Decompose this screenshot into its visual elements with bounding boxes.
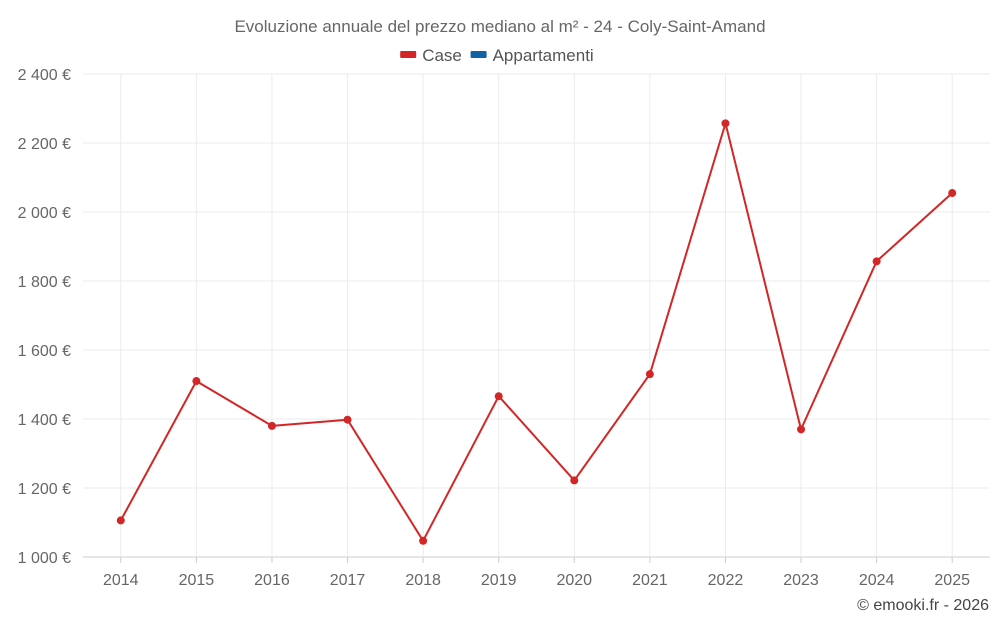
x-tick-label: 2014 [103,572,139,589]
y-tick-label: 1 400 € [18,412,71,429]
data-point[interactable] [267,421,276,430]
y-tick-label: 1 000 € [18,550,71,567]
x-tick-label: 2020 [556,572,592,589]
x-tick-label: 2021 [632,572,668,589]
x-tick-label: 2016 [254,572,290,589]
data-point[interactable] [872,257,881,266]
y-tick-label: 2 000 € [18,205,71,222]
grid [83,73,990,558]
y-tick-label: 2 200 € [18,136,71,153]
legend-item-appartamenti[interactable]: Appartamenti [493,46,594,65]
legend-swatch-appartamenti [470,51,487,58]
x-tick-label: 2022 [708,572,744,589]
data-point[interactable] [343,415,352,424]
series-line-case [119,122,953,542]
data-point[interactable] [570,476,579,485]
data-point[interactable] [721,119,730,128]
data-point[interactable] [419,536,428,545]
data-point[interactable] [116,516,125,525]
legend: Case Appartamenti [400,46,594,65]
data-point[interactable] [948,189,957,198]
legend-swatch-case [400,51,417,58]
x-tick-label: 2019 [481,572,517,589]
y-tick-label: 1 600 € [18,343,71,360]
data-point[interactable] [797,425,806,434]
x-tick-label: 2015 [179,572,215,589]
chart-title: Evoluzione annuale del prezzo mediano al… [234,17,765,36]
series-group [116,119,957,545]
x-tick-label: 2023 [783,572,819,589]
x-tick-label: 2024 [859,572,895,589]
y-tick-label: 2 400 € [18,67,71,84]
x-tick-label: 2025 [934,572,970,589]
x-axis: 2014 2015 2016 2017 2018 2019 2020 2021 2022 2023… [103,557,970,589]
x-tick-label: 2018 [405,572,441,589]
y-tick-label: 1 200 € [18,481,71,498]
credit-text: © emooki.fr - 2026 [857,597,989,614]
legend-item-case[interactable]: Case [422,46,462,65]
data-point[interactable] [494,392,503,401]
y-axis: 1 000 € 1 200 € 1 400 € 1 600 € 1 800 € 2 000… [18,67,71,567]
x-tick-label: 2017 [330,572,366,589]
data-point[interactable] [192,377,201,386]
y-tick-label: 1 800 € [18,274,71,291]
data-point[interactable] [645,370,654,379]
